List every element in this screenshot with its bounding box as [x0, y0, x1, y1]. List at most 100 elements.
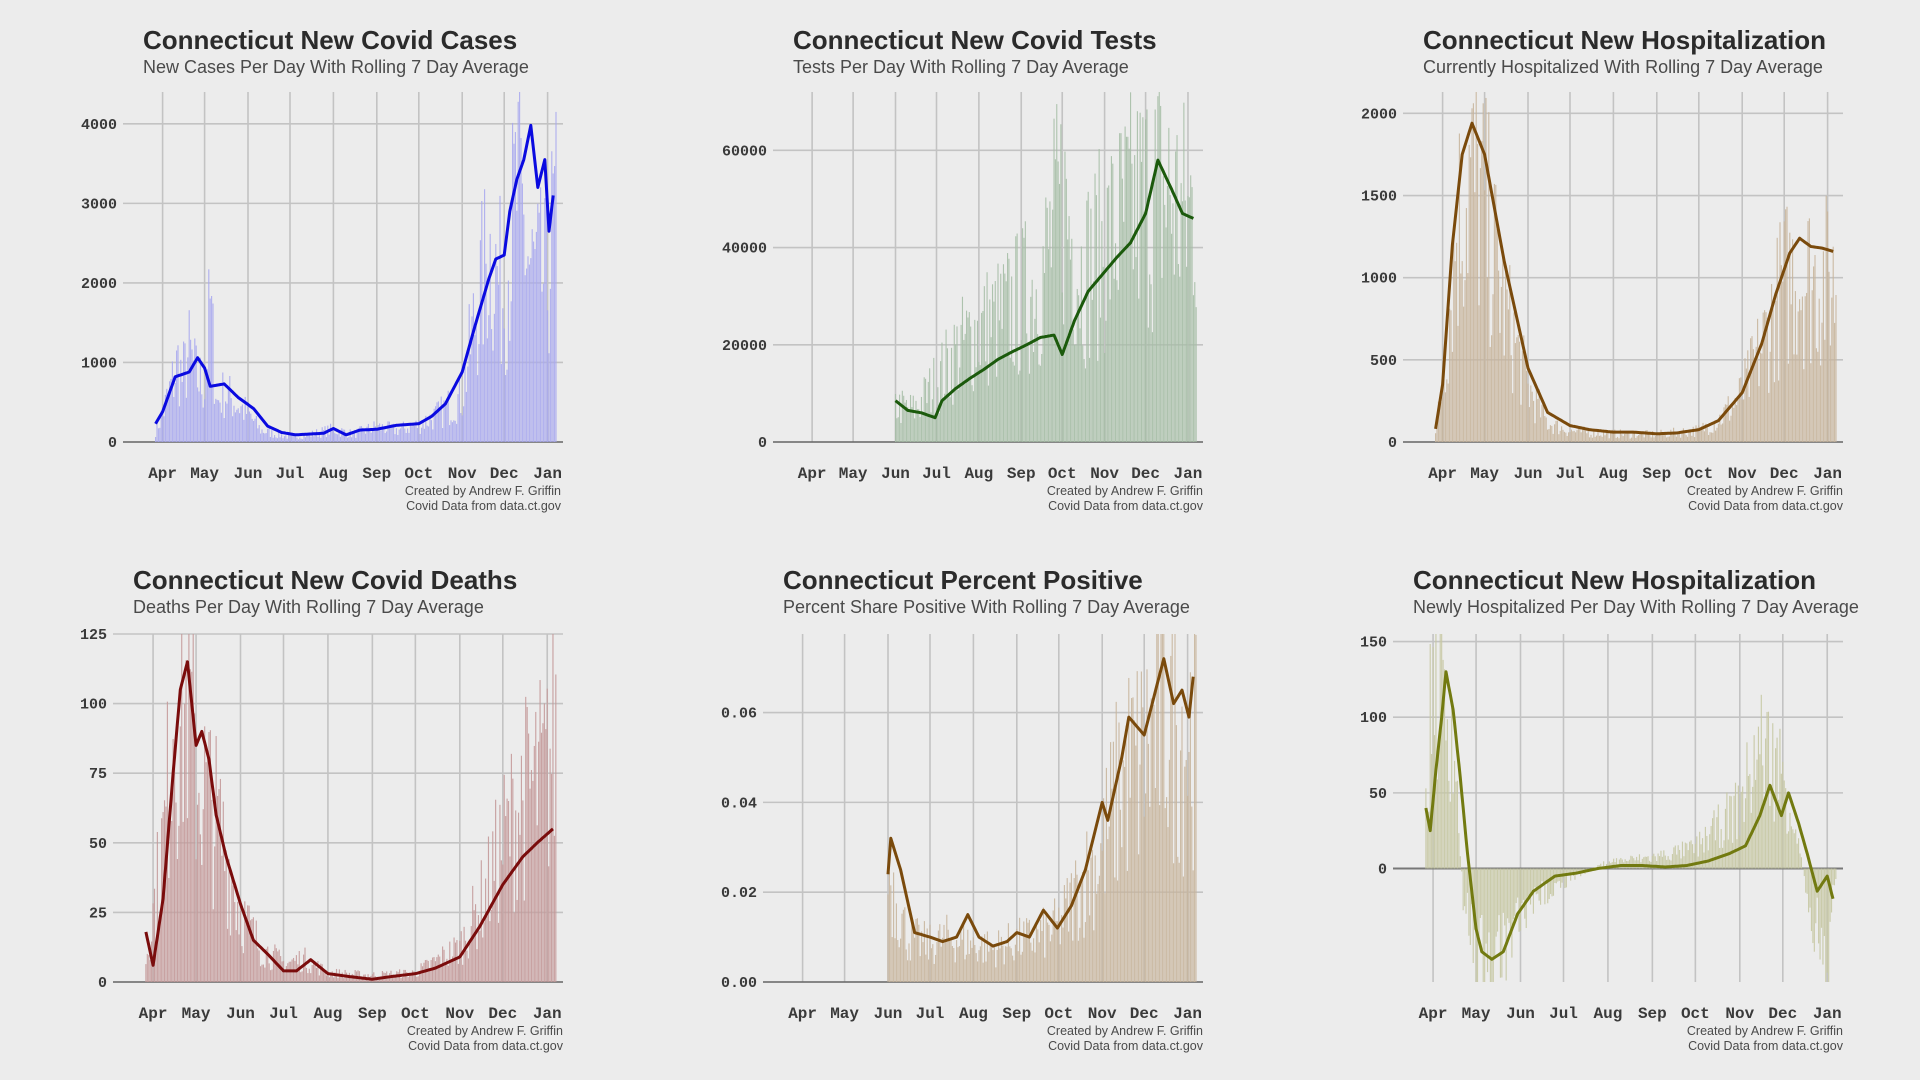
bar	[1055, 921, 1057, 982]
bar	[1444, 392, 1446, 442]
y-tick-label: 4000	[81, 117, 117, 134]
bar	[1717, 804, 1719, 869]
chart-caption: Covid Data from data.ct.gov	[1688, 1039, 1844, 1053]
bar	[218, 789, 220, 982]
bar	[1147, 743, 1149, 982]
bar	[1572, 431, 1574, 442]
bar	[919, 956, 921, 982]
bar	[1520, 404, 1522, 442]
bar	[1740, 377, 1742, 442]
bar	[1674, 432, 1676, 442]
bar	[1125, 136, 1128, 442]
bar	[1142, 707, 1144, 982]
bar	[1166, 797, 1168, 982]
bar	[1019, 370, 1021, 442]
bar	[934, 417, 936, 442]
bar	[408, 432, 410, 442]
bar	[495, 799, 497, 982]
bar	[169, 381, 171, 442]
bar	[437, 401, 439, 442]
rolling-average-line	[1424, 670, 1835, 961]
x-tick-label: Dec	[1770, 465, 1799, 483]
bar	[1642, 433, 1644, 442]
bar	[416, 976, 418, 982]
bar	[1709, 432, 1711, 442]
bar	[1817, 351, 1819, 442]
bar	[1537, 398, 1539, 442]
bar	[1552, 868, 1555, 896]
bar	[1737, 785, 1739, 869]
bar	[436, 957, 438, 982]
bar	[149, 960, 151, 982]
bar	[292, 434, 294, 442]
bar	[1017, 374, 1020, 442]
bar	[522, 800, 524, 982]
bar	[247, 401, 249, 442]
bar	[1591, 437, 1593, 442]
x-tick-label: Apr	[788, 1005, 817, 1023]
y-tick-label: 1000	[1361, 271, 1397, 288]
bar	[1468, 868, 1470, 936]
bar	[184, 343, 186, 442]
bar	[196, 804, 199, 982]
bar	[1544, 416, 1546, 442]
bar	[1051, 934, 1053, 982]
bar	[271, 969, 273, 982]
bar	[1500, 286, 1502, 442]
bar	[1136, 111, 1138, 442]
bar	[1789, 232, 1791, 442]
y-tick-label: 2000	[81, 276, 117, 293]
bar	[1517, 334, 1519, 442]
bar	[1064, 151, 1066, 443]
y-tick-label: 125	[80, 627, 107, 644]
bar	[1685, 435, 1687, 442]
bar	[1116, 280, 1118, 442]
bar	[1608, 861, 1610, 869]
bar	[1636, 436, 1638, 442]
bar	[1186, 266, 1188, 442]
bar	[479, 240, 481, 442]
bar	[506, 369, 508, 442]
bar	[318, 975, 320, 982]
bar	[421, 966, 424, 982]
bar	[1690, 840, 1692, 869]
bar	[434, 961, 437, 982]
bar	[1663, 433, 1665, 442]
bar	[908, 410, 910, 442]
bar	[248, 411, 250, 442]
bar	[1683, 856, 1685, 869]
bar	[921, 931, 923, 982]
bar	[1638, 854, 1641, 869]
bar	[1168, 127, 1170, 442]
bar	[1040, 920, 1042, 982]
bar	[894, 393, 897, 442]
bar	[1587, 430, 1589, 442]
bar	[1577, 426, 1579, 442]
bar	[1508, 868, 1510, 923]
y-tick-label: 1000	[81, 355, 117, 372]
bar	[341, 428, 343, 442]
bar	[237, 901, 239, 982]
bar	[246, 413, 248, 442]
bar	[909, 394, 912, 442]
chart-caption: Created by Andrew F. Griffin	[1687, 1024, 1843, 1038]
bar	[249, 920, 252, 982]
bar	[1785, 209, 1787, 442]
bar	[1806, 868, 1808, 894]
bar	[887, 894, 889, 982]
bar	[1004, 273, 1006, 442]
bar	[1072, 329, 1074, 442]
bar	[1712, 432, 1714, 442]
bar	[409, 424, 411, 442]
bar	[1582, 428, 1584, 442]
bar	[1035, 925, 1037, 982]
bar	[337, 978, 339, 982]
bar	[194, 338, 196, 442]
y-tick-label: 50	[89, 836, 107, 853]
bar	[223, 418, 225, 442]
bar	[1832, 246, 1834, 442]
bar	[1773, 382, 1775, 442]
bar	[406, 972, 408, 982]
bar	[1031, 279, 1033, 442]
bar	[458, 375, 460, 442]
